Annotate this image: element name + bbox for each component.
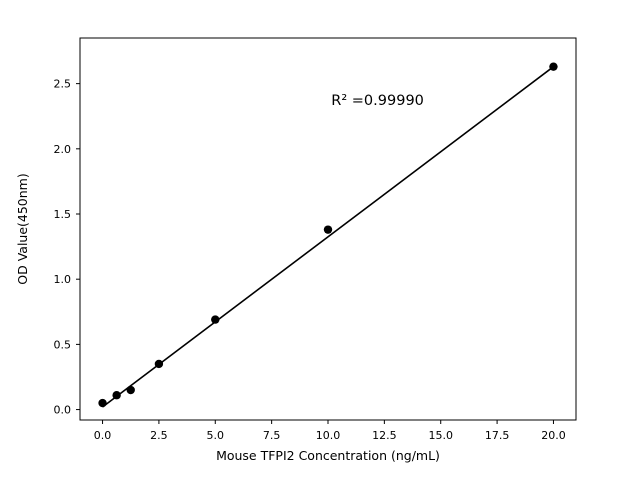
x-tick-label: 15.0 [428, 429, 453, 442]
data-point [98, 398, 107, 408]
data-point [126, 385, 135, 395]
y-tick-label: 1.5 [54, 208, 72, 221]
data-point [154, 359, 164, 369]
x-tick-label: 10.0 [316, 429, 341, 442]
y-tick-label: 2.0 [54, 143, 72, 156]
fit-line [102, 66, 554, 408]
x-tick-label: 5.0 [207, 429, 225, 442]
x-tick-label: 12.5 [372, 429, 397, 442]
y-tick-label: 0.5 [54, 338, 72, 351]
y-tick-label: 2.5 [54, 78, 72, 91]
y-axis-label: OD Value(450nm) [15, 173, 30, 284]
x-tick-label: 2.5 [150, 429, 168, 442]
data-point [112, 391, 121, 400]
data-point [211, 315, 220, 324]
data-point [323, 225, 333, 234]
x-tick-label: 20.0 [541, 429, 566, 442]
x-tick-label: 7.5 [263, 429, 281, 442]
y-tick-label: 1.0 [54, 273, 72, 286]
x-axis-label: Mouse TFPI2 Concentration (ng/mL) [216, 448, 440, 463]
x-tick-label: 0.0 [94, 429, 112, 442]
r-squared-annotation: R² =0.99990 [331, 93, 424, 109]
x-tick-label: 17.5 [485, 429, 510, 442]
data-point [549, 62, 558, 71]
y-tick-label: 0.0 [54, 404, 72, 417]
